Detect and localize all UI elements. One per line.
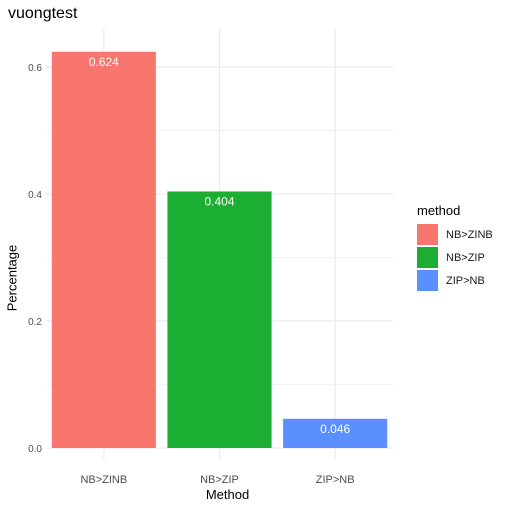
bar-value-label: 0.046 [320,422,350,436]
x-axis-title: Method [205,487,250,502]
x-tick-label: NB>ZIP [200,474,239,486]
x-tick-label: ZIP>NB [316,474,355,486]
y-tick-label: 0.2 [28,317,42,328]
legend-title: method [417,203,461,218]
bar-value-label: 0.624 [89,55,119,69]
chart-title: vuongtest [8,5,78,22]
legend-label: NB>ZINB [446,228,493,241]
legend-label: NB>ZIP [446,251,485,264]
x-tick-label: NB>ZINB [80,474,127,486]
legend-item-nb-zip: NB>ZIP [417,246,493,269]
legend: method NB>ZINB NB>ZIP ZIP>NB [417,203,493,292]
legend-label: ZIP>NB [446,274,485,287]
y-tick-label: 0.0 [28,444,42,455]
legend-swatch [417,247,438,268]
bar [51,51,156,448]
bar [167,191,272,448]
y-tick-label: 0.6 [28,63,42,74]
y-tick-label: 0.4 [28,190,42,201]
bar [283,418,388,448]
legend-item-nb-zinb: NB>ZINB [417,223,493,246]
legend-swatch [417,224,438,245]
legend-swatch [417,270,438,291]
bar-value-label: 0.404 [204,194,234,208]
y-axis-title: Percentage [4,244,20,312]
legend-item-zip-nb: ZIP>NB [417,269,493,292]
